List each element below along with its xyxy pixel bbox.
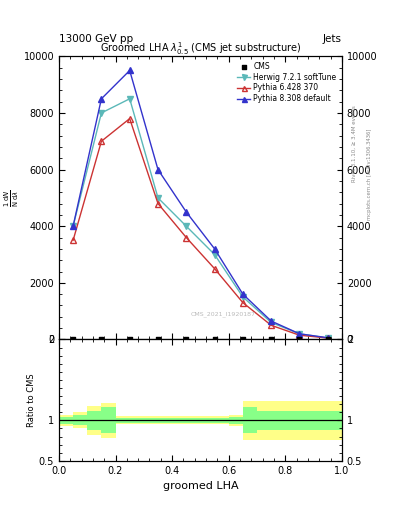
CMS	[211, 335, 218, 344]
Pythia 8.308 default	[156, 166, 160, 173]
Legend: CMS, Herwig 7.2.1 softTune, Pythia 6.428 370, Pythia 8.308 default: CMS, Herwig 7.2.1 softTune, Pythia 6.428…	[235, 60, 338, 105]
Pythia 8.308 default	[297, 331, 302, 337]
X-axis label: groomed LHA: groomed LHA	[163, 481, 238, 491]
Pythia 6.428 370	[212, 266, 217, 272]
Pythia 6.428 370	[184, 234, 189, 241]
Herwig 7.2.1 softTune	[156, 195, 160, 201]
CMS	[240, 335, 246, 344]
Herwig 7.2.1 softTune	[99, 110, 104, 116]
Line: Herwig 7.2.1 softTune: Herwig 7.2.1 softTune	[70, 96, 331, 341]
Y-axis label: Ratio to CMS: Ratio to CMS	[27, 373, 36, 427]
Text: mcplots.cern.ch [arXiv:1306.3436]: mcplots.cern.ch [arXiv:1306.3436]	[367, 129, 373, 220]
Text: Rivet 3.1.10, ≥ 3.4M events: Rivet 3.1.10, ≥ 3.4M events	[352, 105, 357, 182]
Pythia 6.428 370	[297, 332, 302, 338]
Title: Groomed LHA $\lambda^{1}_{0.5}$ (CMS jet substructure): Groomed LHA $\lambda^{1}_{0.5}$ (CMS jet…	[100, 40, 301, 57]
Pythia 8.308 default	[71, 223, 75, 229]
Pythia 6.428 370	[269, 322, 274, 328]
Text: CMS_2021_I1920187: CMS_2021_I1920187	[191, 311, 255, 317]
Pythia 6.428 370	[241, 300, 245, 306]
Herwig 7.2.1 softTune	[325, 335, 330, 341]
Herwig 7.2.1 softTune	[269, 319, 274, 326]
Pythia 8.308 default	[184, 209, 189, 215]
Pythia 8.308 default	[99, 96, 104, 102]
Pythia 8.308 default	[269, 318, 274, 324]
Pythia 8.308 default	[212, 246, 217, 252]
Text: 13000 GeV pp: 13000 GeV pp	[59, 34, 133, 44]
Y-axis label: $\frac{1}{\mathrm{N}}\frac{\mathrm{d}N}{\mathrm{d}\lambda}$: $\frac{1}{\mathrm{N}}\frac{\mathrm{d}N}{…	[2, 189, 21, 207]
Herwig 7.2.1 softTune	[184, 223, 189, 229]
Pythia 6.428 370	[127, 116, 132, 122]
CMS	[268, 335, 274, 344]
Pythia 6.428 370	[71, 237, 75, 243]
Herwig 7.2.1 softTune	[241, 294, 245, 300]
Herwig 7.2.1 softTune	[212, 251, 217, 258]
Herwig 7.2.1 softTune	[297, 331, 302, 337]
Pythia 6.428 370	[99, 138, 104, 144]
CMS	[325, 335, 331, 344]
Pythia 8.308 default	[241, 291, 245, 297]
Herwig 7.2.1 softTune	[71, 223, 75, 229]
Line: Pythia 6.428 370: Pythia 6.428 370	[70, 116, 331, 341]
Pythia 8.308 default	[325, 335, 330, 341]
CMS	[127, 335, 133, 344]
Pythia 8.308 default	[127, 68, 132, 74]
CMS	[183, 335, 189, 344]
Text: Jets: Jets	[323, 34, 342, 44]
CMS	[70, 335, 76, 344]
CMS	[296, 335, 303, 344]
Pythia 6.428 370	[325, 335, 330, 341]
Line: Pythia 8.308 default: Pythia 8.308 default	[70, 68, 331, 340]
CMS	[98, 335, 105, 344]
Pythia 6.428 370	[156, 201, 160, 207]
CMS	[155, 335, 161, 344]
Herwig 7.2.1 softTune	[127, 96, 132, 102]
